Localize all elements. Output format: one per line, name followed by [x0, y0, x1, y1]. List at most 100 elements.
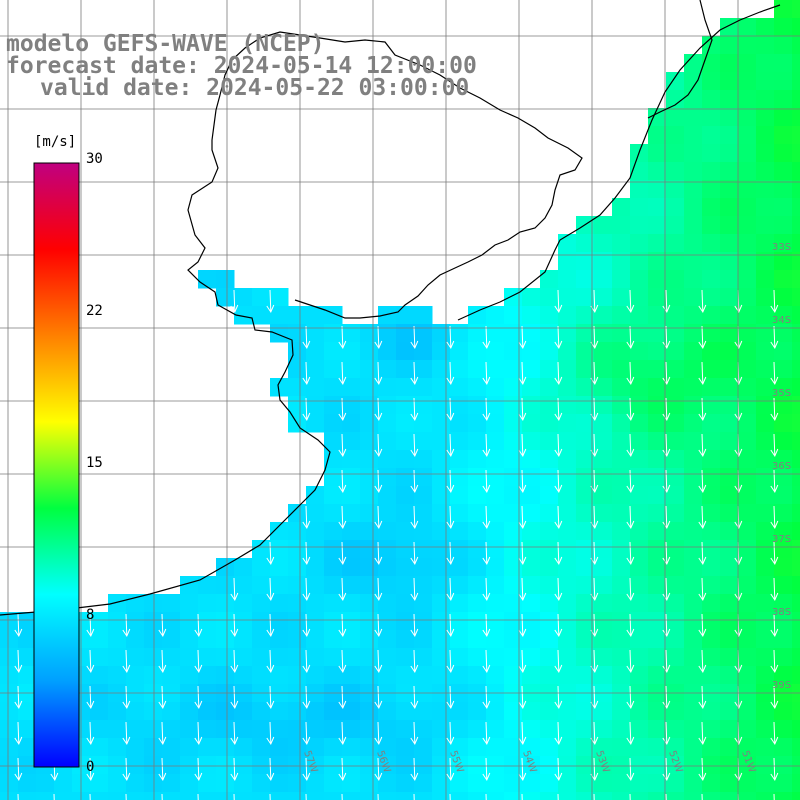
- wind-speed-cell: [342, 558, 361, 577]
- wind-speed-cell: [774, 162, 793, 181]
- wind-speed-cell: [774, 702, 793, 721]
- latitude-label: 34S: [772, 315, 791, 326]
- wind-speed-cell: [738, 612, 757, 631]
- wind-speed-cell: [774, 540, 793, 559]
- wind-speed-cell: [720, 234, 739, 253]
- wind-speed-cell: [792, 288, 800, 307]
- wind-arrow: [266, 613, 275, 638]
- wind-speed-cell: [702, 162, 721, 181]
- wind-arrow: [770, 325, 779, 350]
- wind-arrow: [374, 649, 383, 674]
- wind-speed-cell: [558, 504, 577, 523]
- wind-arrow: [446, 325, 455, 350]
- wind-speed-cell: [792, 54, 800, 73]
- wind-speed-cell: [468, 540, 487, 559]
- wind-speed-cell: [432, 486, 451, 505]
- wind-speed-cell: [648, 666, 667, 685]
- wind-speed-cell: [756, 216, 775, 235]
- wind-speed-cell: [108, 756, 127, 775]
- wind-speed-cell: [684, 306, 703, 325]
- wind-speed-cell: [684, 504, 703, 523]
- wind-speed-cell: [792, 306, 800, 325]
- wind-speed-cell: [576, 666, 595, 685]
- wind-speed-cell: [198, 720, 217, 739]
- wind-speed-cell: [450, 396, 469, 415]
- wind-speed-cell: [180, 576, 199, 595]
- wind-speed-cell: [414, 720, 433, 739]
- wind-speed-cell: [702, 198, 721, 217]
- wind-speed-cell: [684, 180, 703, 199]
- wind-speed-cell: [774, 198, 793, 217]
- wind-speed-cell: [702, 36, 721, 55]
- wind-speed-cell: [702, 126, 721, 145]
- wind-speed-cell: [756, 180, 775, 199]
- wind-speed-cell: [288, 378, 307, 397]
- wind-speed-cell: [630, 648, 649, 667]
- wind-speed-cell: [558, 234, 577, 253]
- wind-arrow: [374, 613, 383, 638]
- wind-speed-cell: [468, 504, 487, 523]
- wind-speed-cell: [630, 486, 649, 505]
- wind-speed-cell: [396, 648, 415, 667]
- wind-speed-cell: [576, 594, 595, 613]
- wind-speed-cell: [342, 666, 361, 685]
- wind-speed-cell: [252, 630, 271, 649]
- wind-speed-cell: [504, 504, 523, 523]
- wind-arrow: [17, 793, 19, 800]
- wind-speed-cell: [666, 648, 685, 667]
- wind-arrow: [557, 793, 559, 800]
- wind-speed-cell: [270, 630, 289, 649]
- wind-speed-cell: [270, 720, 289, 739]
- wind-speed-cell: [666, 504, 685, 523]
- wind-speed-cell: [432, 360, 451, 379]
- wind-speed-cell: [522, 504, 541, 523]
- wind-speed-cell: [756, 756, 775, 775]
- wind-speed-cell: [558, 432, 577, 451]
- wind-speed-cell: [216, 270, 235, 289]
- wind-speed-cell: [576, 612, 595, 631]
- wind-speed-cell: [486, 414, 505, 433]
- wind-speed-cell: [144, 648, 163, 667]
- wind-speed-cell: [270, 288, 289, 307]
- wind-speed-cell: [666, 216, 685, 235]
- wind-speed-cell: [666, 612, 685, 631]
- wind-speed-cell: [684, 612, 703, 631]
- wind-arrow: [410, 685, 419, 710]
- wind-speed-cell: [306, 540, 325, 559]
- wind-speed-cell: [252, 738, 271, 757]
- wind-arrow: [89, 793, 91, 800]
- wind-speed-cell: [738, 270, 757, 289]
- wind-speed-cell: [756, 288, 775, 307]
- wind-speed-cell: [342, 720, 361, 739]
- wind-speed-cell: [306, 594, 325, 613]
- wind-speed-cell: [252, 720, 271, 739]
- wind-arrow: [338, 577, 347, 602]
- wind-speed-cell: [504, 594, 523, 613]
- valid-date: valid date: 2024-05-22 03:00:00: [40, 75, 470, 101]
- wind-speed-cell: [684, 450, 703, 469]
- wind-speed-cell: [378, 468, 397, 487]
- wind-speed-cell: [648, 594, 667, 613]
- wind-speed-cell: [108, 612, 127, 631]
- wind-speed-cell: [486, 720, 505, 739]
- wind-speed-cell: [522, 360, 541, 379]
- wind-arrow: [518, 505, 527, 530]
- wind-arrow: [197, 793, 199, 800]
- wind-speed-cell: [144, 702, 163, 721]
- wind-speed-cell: [594, 738, 613, 757]
- wind-speed-cell: [18, 792, 37, 800]
- wind-speed-cell: [342, 522, 361, 541]
- wind-speed-cell: [324, 522, 343, 541]
- wind-speed-cell: [612, 630, 631, 649]
- wind-speed-cell: [792, 198, 800, 217]
- wind-speed-cell: [360, 702, 379, 721]
- wind-speed-cell: [216, 648, 235, 667]
- wind-speed-cell: [756, 702, 775, 721]
- wind-speed-cell: [738, 738, 757, 757]
- wind-speed-cell: [288, 396, 307, 415]
- wind-speed-cell: [792, 36, 800, 55]
- wind-arrow: [554, 685, 563, 710]
- wind-speed-cell: [648, 414, 667, 433]
- wind-speed-cell: [522, 558, 541, 577]
- wind-speed-cell: [666, 108, 685, 127]
